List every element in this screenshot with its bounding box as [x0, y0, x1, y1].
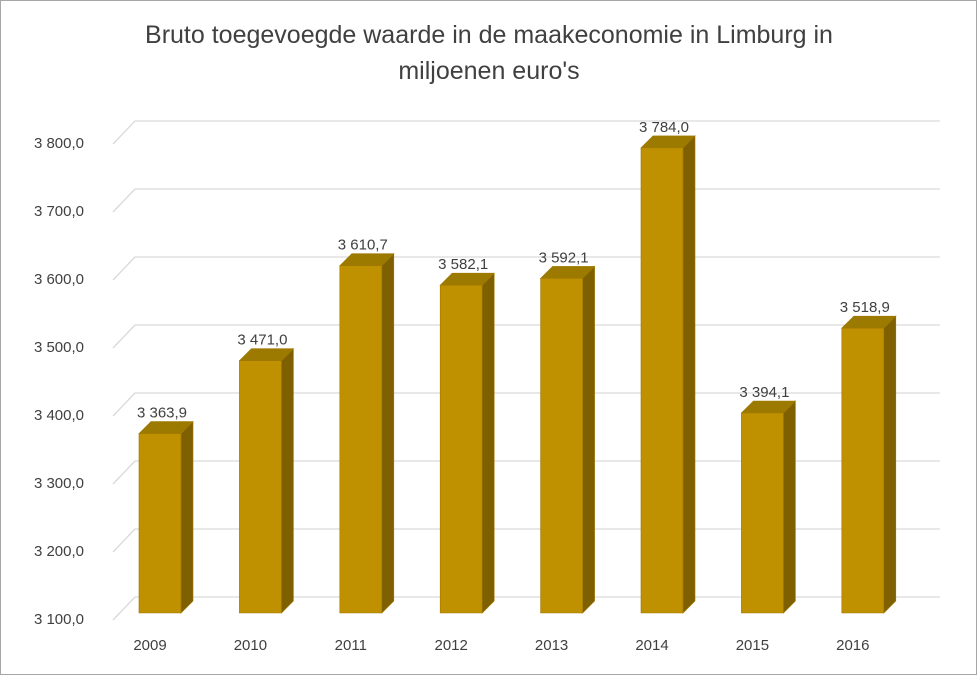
- x-tick-label: 2009: [133, 637, 166, 654]
- value-label: 3 518,9: [840, 299, 890, 316]
- x-tick-label: 2013: [535, 637, 568, 654]
- chart-title: Bruto toegevoegde waarde in de maakecono…: [145, 21, 833, 85]
- bar: [640, 135, 696, 614]
- bar-side: [180, 420, 194, 614]
- y-tick-label: 3 200,0: [34, 543, 84, 560]
- x-tick-label: 2015: [736, 637, 769, 654]
- bar-front: [841, 327, 885, 614]
- bar: [740, 400, 797, 614]
- value-label: 3 471,0: [237, 332, 287, 349]
- y-tick-label: 3 500,0: [34, 339, 84, 356]
- bar-front: [540, 278, 583, 614]
- bar-side: [883, 315, 897, 614]
- y-tick-label: 3 100,0: [34, 611, 84, 628]
- y-tick-label: 3 700,0: [34, 203, 84, 220]
- bar: [339, 252, 395, 614]
- bar-side: [281, 347, 294, 614]
- bar-front: [239, 360, 282, 614]
- x-tick-label: 2011: [335, 637, 367, 654]
- bar-front: [439, 284, 483, 614]
- bar-side: [783, 400, 796, 614]
- bar-side: [481, 272, 495, 614]
- bar-side: [381, 252, 395, 614]
- value-label: 3 363,9: [137, 405, 187, 422]
- bar-front: [640, 147, 684, 614]
- bar-front: [741, 412, 784, 614]
- bar: [539, 265, 596, 614]
- y-tick-label: 3 600,0: [34, 271, 84, 288]
- bar-front: [339, 265, 383, 614]
- y-tick-label: 3 400,0: [34, 407, 84, 424]
- value-label: 3 592,1: [539, 249, 589, 266]
- value-label: 3 610,7: [338, 237, 388, 254]
- x-tick-label: 2016: [836, 637, 869, 654]
- y-tick-label: 3 800,0: [34, 135, 84, 152]
- value-label: 3 394,1: [739, 384, 789, 401]
- value-label: 3 582,1: [438, 256, 488, 273]
- bar-front: [138, 433, 182, 614]
- bar-side: [582, 265, 595, 614]
- bar: [439, 272, 495, 614]
- bar: [138, 420, 194, 614]
- bar-side: [682, 135, 696, 614]
- bar: [841, 315, 897, 614]
- y-tick-label: 3 300,0: [34, 475, 84, 492]
- x-tick-label: 2012: [435, 637, 468, 654]
- bar: [238, 347, 295, 614]
- x-tick-label: 2010: [234, 637, 267, 654]
- value-label: 3 784,0: [639, 119, 689, 136]
- x-tick-label: 2014: [635, 637, 668, 654]
- grid-line: [112, 120, 940, 145]
